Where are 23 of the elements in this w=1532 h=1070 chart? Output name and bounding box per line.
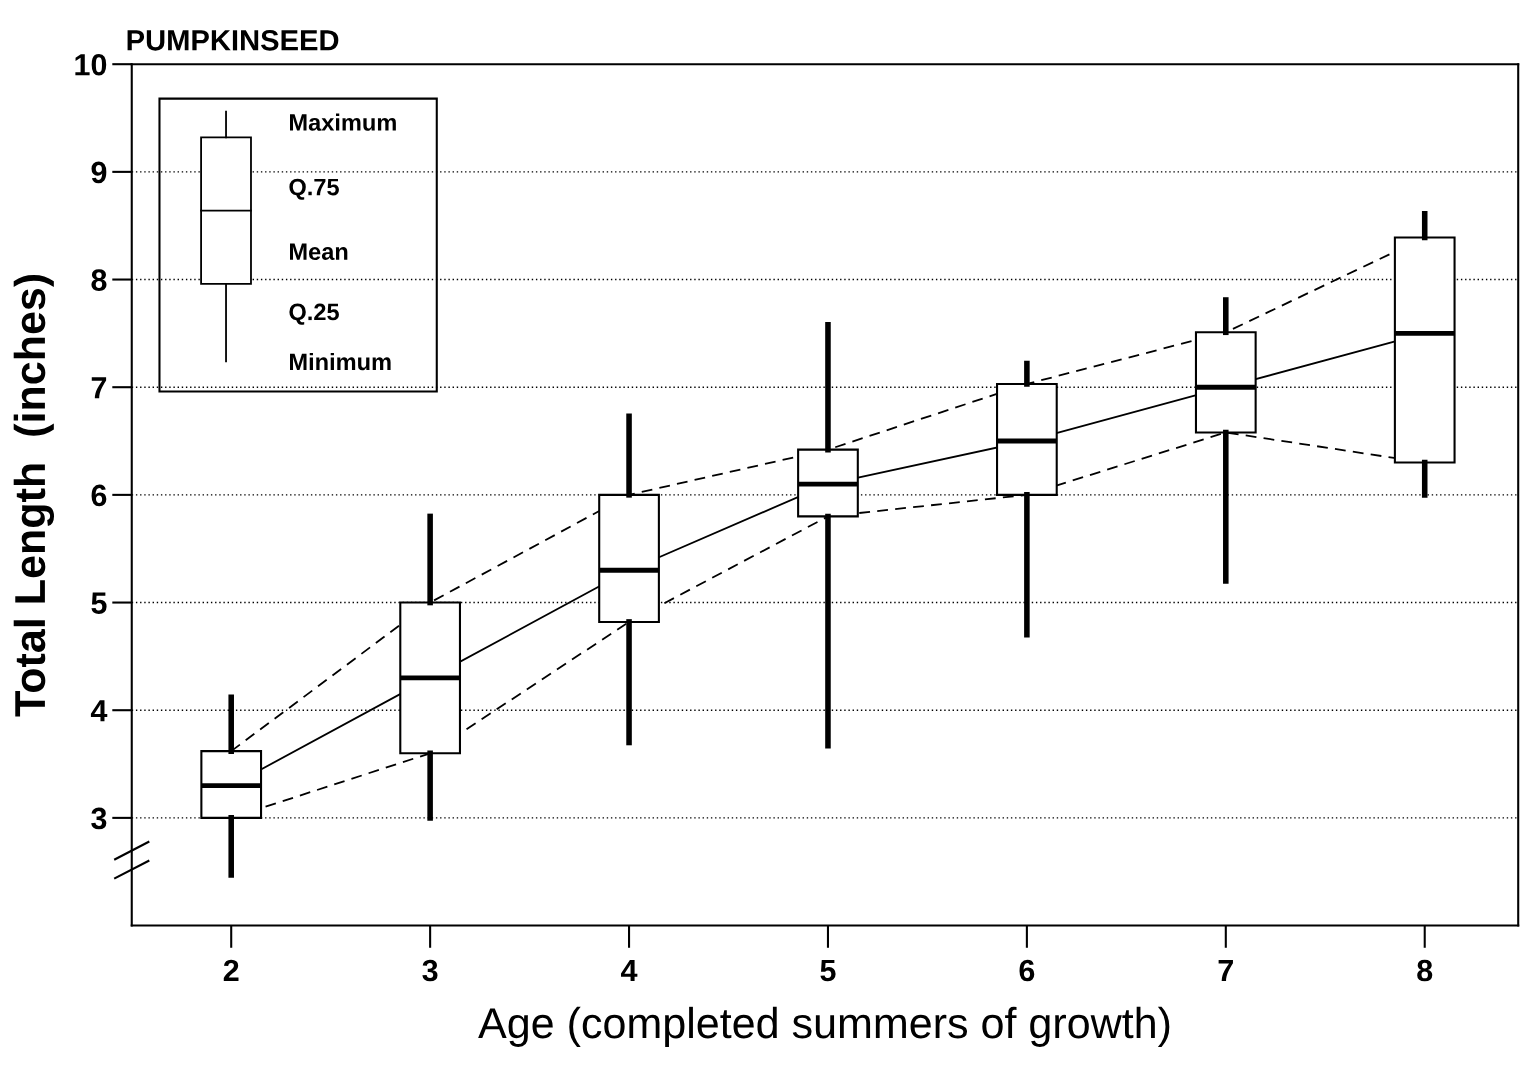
y-tick-label: 5 [91, 592, 107, 614]
x-tick-label: 4 [621, 960, 638, 982]
y-tick-label: 7 [91, 377, 107, 399]
y-tick-label: 10 [75, 53, 107, 76]
y-tick-label: 4 [90, 700, 108, 722]
y-tick-label: 6 [91, 484, 107, 507]
x-tick-label: 5 [820, 960, 836, 982]
annotation: Q.25 [289, 303, 339, 325]
x-tick-label: 3 [422, 959, 438, 982]
x-tick-label: 2 [223, 959, 239, 982]
x-tick-label: 7 [1218, 960, 1233, 982]
x-tick-label: 6 [1019, 959, 1035, 982]
x-tick-label: 8 [1417, 959, 1433, 982]
y-tick-label: 3 [91, 807, 107, 830]
annotation: Maximum [290, 113, 396, 131]
y-tick-label: 9 [91, 161, 107, 184]
chart-title: PUMPKINSEED [127, 29, 339, 51]
y-axis-title: Total Length (inches) [13, 274, 55, 717]
x-axis-title: Age (completed summers of growth) [478, 1006, 1170, 1047]
annotation: Mean [290, 243, 348, 261]
annotation: Q.75 [289, 178, 339, 200]
y-tick-label: 8 [91, 269, 107, 291]
annotation: Minimum [290, 352, 391, 371]
